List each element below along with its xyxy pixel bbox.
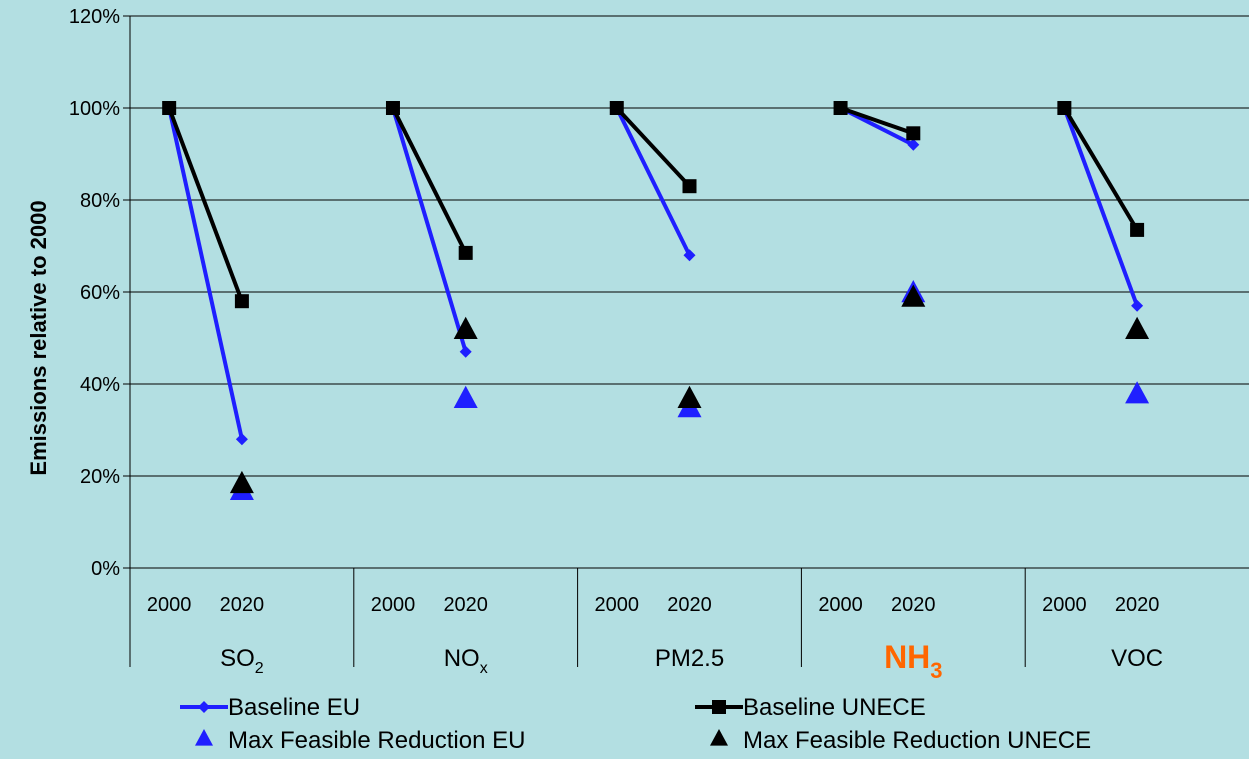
square-marker [906, 126, 921, 141]
square-marker [458, 245, 473, 260]
y-tick-label: 100% [69, 98, 120, 120]
series-baseline-unece [162, 101, 1145, 309]
year-tick-label: 2000 [818, 594, 863, 616]
group-label: VOC [1111, 645, 1163, 672]
square-marker [712, 700, 726, 714]
diamond-marker [459, 345, 472, 358]
year-tick-label: 2020 [1115, 594, 1160, 616]
legend-entry: Max Feasible Reduction EU [195, 727, 525, 754]
diamond-marker [907, 138, 920, 151]
group-label: SO2 [220, 645, 264, 677]
group-label: NOx [444, 645, 488, 677]
diamond-marker [235, 433, 248, 446]
gridlines [130, 15, 1249, 477]
y-axis-label: Emissions relative to 2000 [26, 200, 51, 475]
triangle-marker [677, 385, 702, 408]
square-marker [1130, 222, 1145, 237]
triangle-marker [1125, 316, 1150, 339]
diamond-marker [198, 701, 210, 713]
year-tick-label: 2000 [371, 594, 416, 616]
y-tick-label: 40% [80, 374, 120, 396]
group-label: NH3 [884, 639, 942, 683]
triangle-marker [710, 729, 728, 746]
series-line [391, 107, 468, 353]
square-marker [162, 101, 177, 115]
series-line [614, 107, 692, 257]
series-max-feasible-reduction-unece [229, 284, 1150, 494]
legend-entry: Max Feasible Reduction UNECE [710, 727, 1091, 754]
series-marks [162, 101, 1150, 500]
y-tick-label: 120% [69, 6, 120, 28]
square-marker [385, 101, 400, 115]
square-marker [609, 101, 624, 115]
square-marker [234, 294, 249, 309]
triangle-marker [229, 470, 254, 494]
square-marker [1057, 101, 1072, 115]
legend-entry: Baseline EU [180, 694, 360, 721]
legend-label: Max Feasible Reduction UNECE [743, 727, 1091, 754]
y-tick-label: 20% [80, 466, 120, 488]
triangle-marker [195, 729, 213, 746]
legend-label: Baseline UNECE [743, 694, 926, 721]
series-line [391, 107, 468, 254]
legend-label: Max Feasible Reduction EU [228, 727, 525, 754]
legend-entry: Baseline UNECE [695, 694, 926, 721]
diamond-marker [683, 249, 696, 262]
triangle-marker [1125, 381, 1150, 404]
year-tick-label: 2020 [443, 594, 488, 616]
legend: Baseline EU Baseline UNECE Max Feasible Re… [180, 694, 1091, 754]
year-tick-label: 2020 [667, 594, 712, 616]
y-tick-labels: 0% 20% 40% 60% 80% 100% 120% [69, 6, 120, 580]
series-line [167, 107, 244, 440]
square-marker [833, 101, 848, 115]
triangle-marker [901, 284, 926, 307]
axes [123, 15, 1249, 667]
year-tick-label: 2000 [1042, 594, 1087, 616]
group-label: PM2.5 [655, 645, 724, 672]
category-groups: 2000 2020 SO2 2000 2020 NOx 2000 2020 PM2.5 2000 2… [147, 568, 1163, 683]
diamond-marker [1131, 299, 1144, 312]
series-line [839, 106, 914, 136]
square-marker [682, 179, 697, 194]
series-line [1062, 106, 1139, 231]
legend-label: Baseline EU [228, 694, 360, 721]
y-tick-label: 60% [80, 282, 120, 304]
triangle-marker [453, 316, 478, 339]
year-tick-label: 2020 [220, 594, 265, 616]
series-baseline-eu [163, 102, 1144, 446]
series-line [615, 106, 691, 188]
year-tick-label: 2000 [595, 594, 640, 616]
year-tick-label: 2020 [891, 594, 936, 616]
series-line [167, 107, 244, 302]
series-line [1062, 107, 1139, 307]
year-tick-label: 2000 [147, 594, 192, 616]
y-tick-label: 0% [91, 558, 120, 580]
y-tick-label: 80% [80, 190, 120, 212]
triangle-marker [453, 385, 478, 408]
